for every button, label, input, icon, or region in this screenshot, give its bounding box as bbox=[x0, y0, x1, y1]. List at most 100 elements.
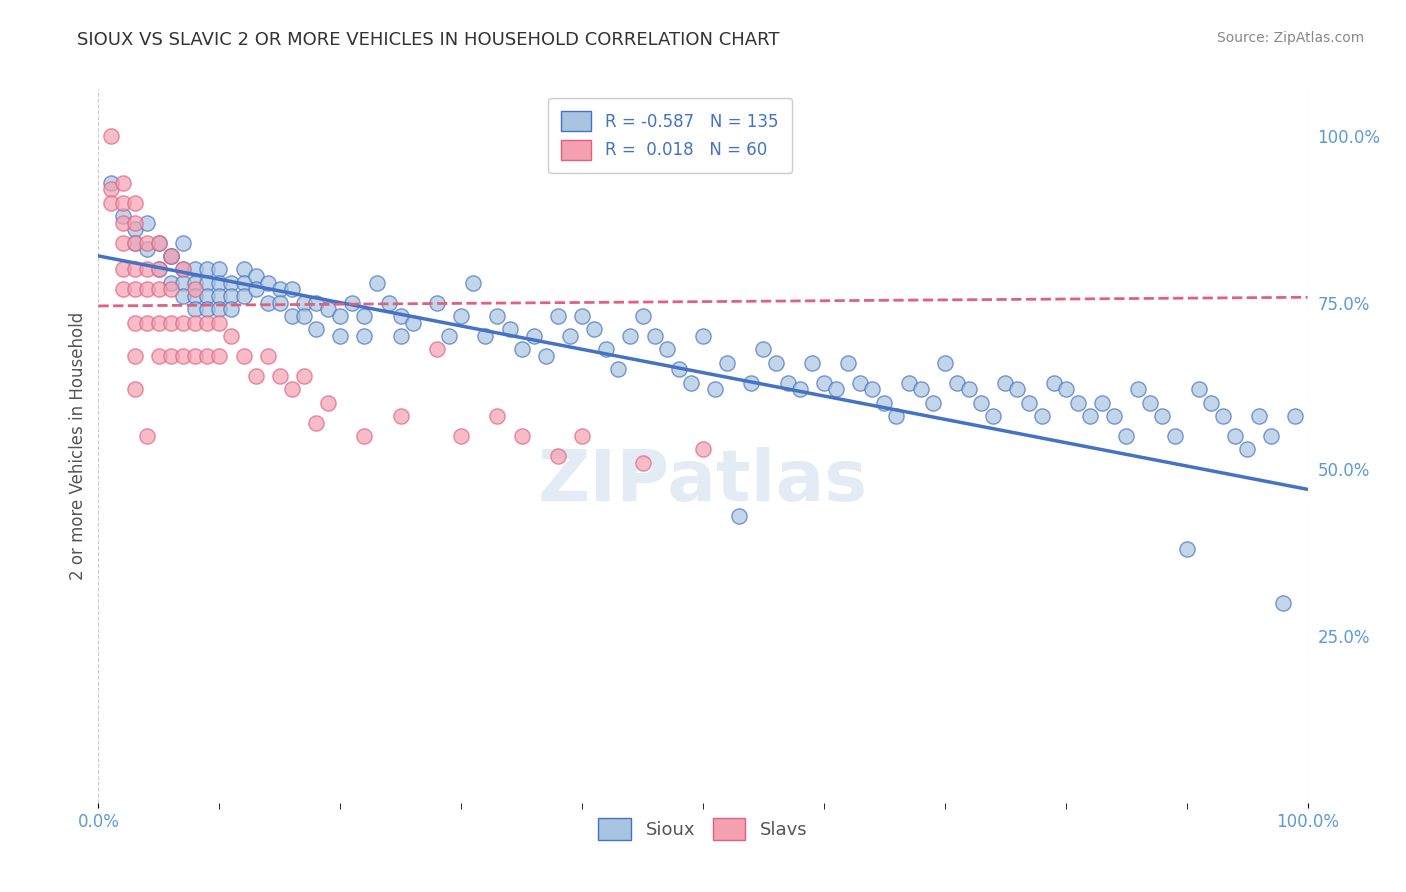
Point bbox=[644, 329, 666, 343]
Point bbox=[1223, 429, 1246, 443]
Point bbox=[281, 382, 304, 396]
Point bbox=[221, 289, 243, 303]
Point bbox=[316, 395, 339, 409]
Point bbox=[486, 409, 509, 423]
Point bbox=[510, 343, 533, 357]
Point bbox=[124, 216, 146, 230]
Point bbox=[256, 295, 278, 310]
Point bbox=[124, 382, 146, 396]
Point bbox=[402, 316, 425, 330]
Text: ZIPatlas: ZIPatlas bbox=[538, 447, 868, 516]
Point bbox=[148, 262, 170, 277]
Point bbox=[184, 262, 207, 277]
Point bbox=[534, 349, 557, 363]
Text: SIOUX VS SLAVIC 2 OR MORE VEHICLES IN HOUSEHOLD CORRELATION CHART: SIOUX VS SLAVIC 2 OR MORE VEHICLES IN HO… bbox=[77, 31, 780, 49]
Point bbox=[1163, 429, 1185, 443]
Point bbox=[619, 329, 641, 343]
Point bbox=[232, 349, 254, 363]
Legend: Sioux, Slavs: Sioux, Slavs bbox=[592, 811, 814, 847]
Point bbox=[353, 309, 375, 323]
Point bbox=[195, 349, 218, 363]
Point bbox=[655, 343, 678, 357]
Point bbox=[124, 282, 146, 296]
Point bbox=[583, 322, 606, 336]
Point bbox=[305, 322, 328, 336]
Point bbox=[595, 343, 617, 357]
Point bbox=[245, 282, 267, 296]
Point bbox=[148, 349, 170, 363]
Point bbox=[1260, 429, 1282, 443]
Point bbox=[172, 349, 194, 363]
Y-axis label: 2 or more Vehicles in Household: 2 or more Vehicles in Household bbox=[69, 312, 87, 580]
Point bbox=[873, 395, 896, 409]
Point bbox=[160, 276, 183, 290]
Point bbox=[813, 376, 835, 390]
Point bbox=[510, 429, 533, 443]
Point bbox=[160, 349, 183, 363]
Point bbox=[825, 382, 848, 396]
Point bbox=[172, 316, 194, 330]
Point bbox=[1139, 395, 1161, 409]
Point bbox=[184, 282, 207, 296]
Point bbox=[329, 329, 352, 343]
Point bbox=[860, 382, 883, 396]
Point bbox=[232, 262, 254, 277]
Point bbox=[1236, 442, 1258, 457]
Text: Source: ZipAtlas.com: Source: ZipAtlas.com bbox=[1216, 31, 1364, 45]
Point bbox=[124, 235, 146, 250]
Point bbox=[1007, 382, 1029, 396]
Point bbox=[195, 276, 218, 290]
Point bbox=[752, 343, 775, 357]
Point bbox=[728, 509, 751, 524]
Point bbox=[607, 362, 630, 376]
Point bbox=[208, 302, 231, 317]
Point bbox=[135, 242, 157, 256]
Point bbox=[184, 289, 207, 303]
Point bbox=[921, 395, 943, 409]
Point bbox=[100, 128, 122, 143]
Point bbox=[208, 262, 231, 277]
Point bbox=[111, 282, 134, 296]
Point bbox=[486, 309, 509, 323]
Point bbox=[897, 376, 920, 390]
Point bbox=[124, 195, 146, 210]
Point bbox=[1031, 409, 1053, 423]
Point bbox=[474, 329, 496, 343]
Point bbox=[1128, 382, 1150, 396]
Point bbox=[679, 376, 702, 390]
Point bbox=[281, 282, 304, 296]
Point bbox=[305, 295, 328, 310]
Point bbox=[498, 322, 520, 336]
Point bbox=[111, 176, 134, 190]
Point bbox=[135, 282, 157, 296]
Point bbox=[631, 456, 654, 470]
Point bbox=[195, 262, 218, 277]
Point bbox=[172, 276, 194, 290]
Point bbox=[184, 302, 207, 317]
Point bbox=[910, 382, 932, 396]
Point bbox=[256, 349, 278, 363]
Point bbox=[789, 382, 811, 396]
Point bbox=[148, 235, 170, 250]
Point bbox=[269, 282, 291, 296]
Point bbox=[1249, 409, 1271, 423]
Point bbox=[135, 262, 157, 277]
Point bbox=[1054, 382, 1077, 396]
Point bbox=[111, 195, 134, 210]
Point bbox=[547, 309, 569, 323]
Point bbox=[692, 329, 714, 343]
Point bbox=[426, 343, 449, 357]
Point bbox=[160, 249, 183, 263]
Point bbox=[765, 356, 787, 370]
Point bbox=[148, 282, 170, 296]
Point bbox=[353, 329, 375, 343]
Point bbox=[172, 235, 194, 250]
Point bbox=[172, 262, 194, 277]
Point bbox=[353, 429, 375, 443]
Point bbox=[100, 182, 122, 196]
Point bbox=[148, 316, 170, 330]
Point bbox=[221, 329, 243, 343]
Point bbox=[342, 295, 364, 310]
Point bbox=[776, 376, 799, 390]
Point bbox=[135, 216, 157, 230]
